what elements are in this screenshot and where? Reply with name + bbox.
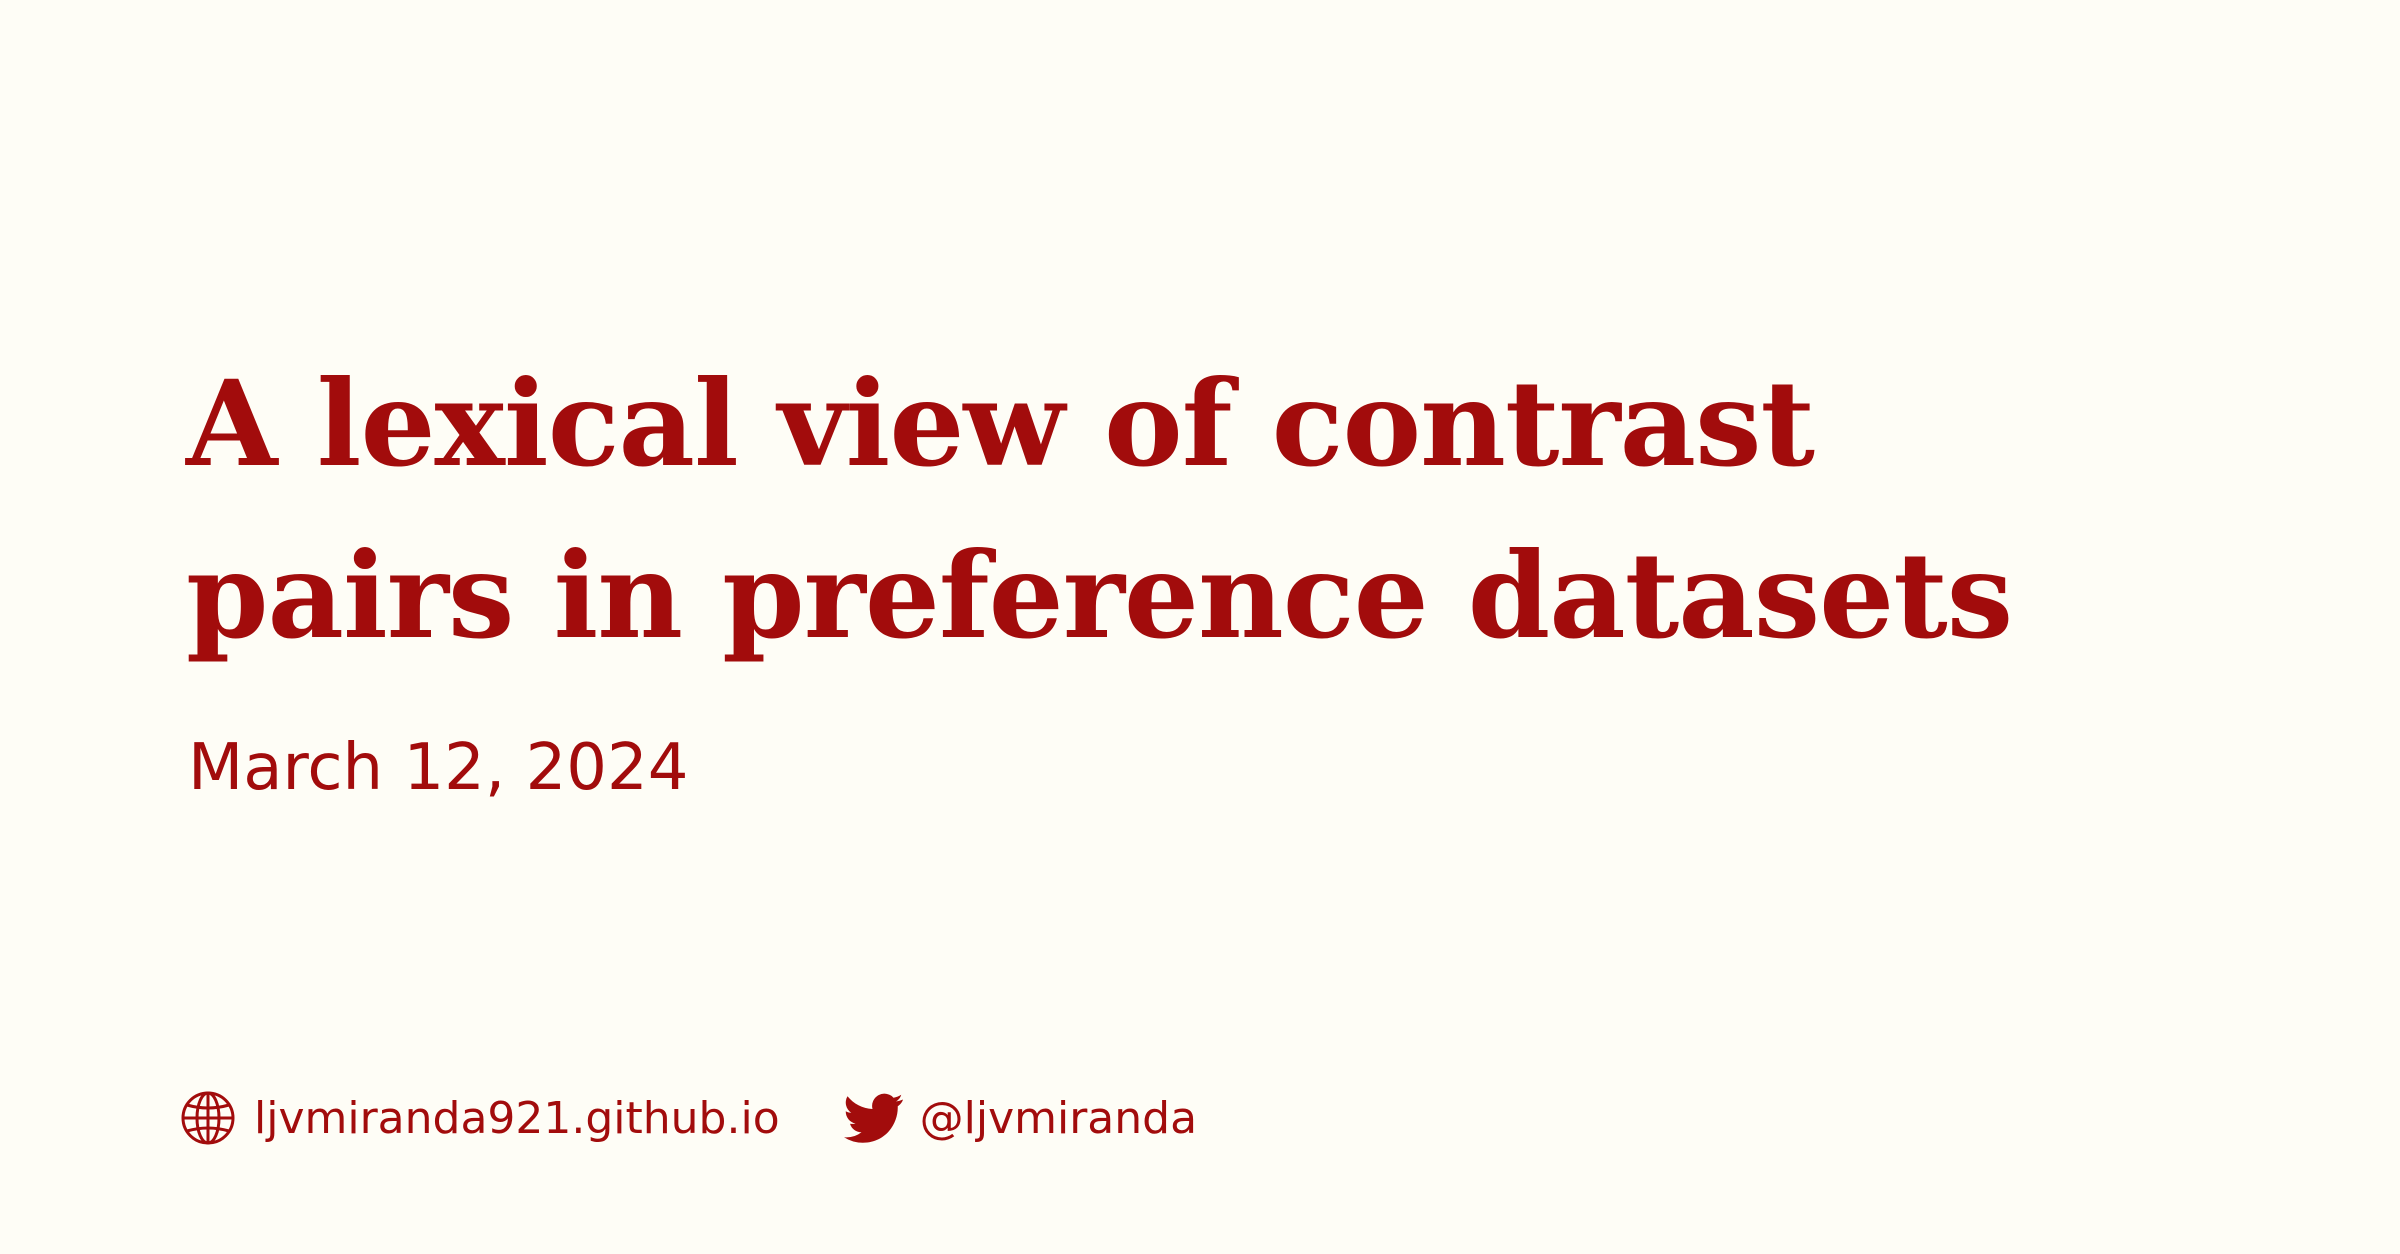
post-title: A lexical view of contrast pairs in pref… <box>186 338 2286 682</box>
globe-icon <box>178 1088 238 1148</box>
website-text: ljvmiranda921.github.io <box>254 1092 780 1144</box>
twitter-link[interactable]: @ljvmiranda <box>843 1088 1198 1148</box>
card-footer: ljvmiranda921.github.io @ljvmiranda <box>178 1080 1197 1156</box>
website-link[interactable]: ljvmiranda921.github.io <box>178 1088 780 1148</box>
post-title-line-1: A lexical view of contrast <box>186 354 1815 493</box>
post-date: March 12, 2024 <box>188 731 689 805</box>
twitter-bird-icon <box>843 1088 904 1148</box>
twitter-handle: @ljvmiranda <box>919 1092 1198 1144</box>
post-title-line-2: pairs in preference datasets <box>186 526 2013 665</box>
